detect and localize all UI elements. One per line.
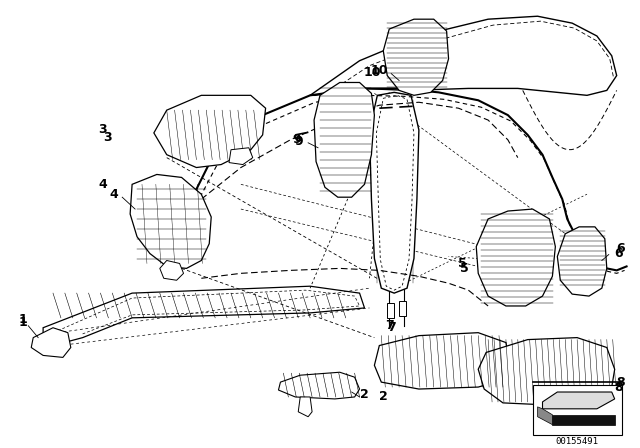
Text: 3: 3 (103, 131, 112, 144)
Polygon shape (160, 260, 184, 280)
Text: 6: 6 (617, 242, 625, 255)
Polygon shape (369, 92, 419, 293)
Text: 10: 10 (364, 66, 381, 79)
Polygon shape (310, 16, 617, 95)
Polygon shape (538, 407, 552, 425)
Text: 8: 8 (614, 380, 623, 393)
Polygon shape (476, 209, 556, 306)
Polygon shape (298, 397, 312, 417)
Text: 7: 7 (387, 321, 396, 334)
Polygon shape (314, 82, 374, 197)
Text: 9: 9 (292, 134, 301, 146)
Text: 1: 1 (19, 316, 28, 329)
Polygon shape (31, 328, 71, 358)
Polygon shape (543, 392, 614, 409)
Polygon shape (154, 95, 266, 168)
Polygon shape (278, 372, 360, 399)
Text: 5: 5 (460, 262, 468, 275)
Polygon shape (383, 19, 449, 95)
Text: 2: 2 (360, 388, 369, 401)
Text: 2: 2 (380, 391, 388, 404)
Polygon shape (557, 227, 607, 296)
Bar (532, 385, 621, 435)
Text: 6: 6 (614, 247, 623, 260)
Polygon shape (130, 174, 211, 268)
Polygon shape (478, 338, 614, 405)
Text: 3: 3 (98, 124, 107, 137)
Text: 9: 9 (294, 135, 303, 148)
Text: 4: 4 (98, 178, 107, 191)
Polygon shape (374, 333, 510, 389)
Text: 4: 4 (110, 188, 118, 201)
Polygon shape (229, 148, 253, 164)
Polygon shape (387, 303, 394, 318)
Polygon shape (43, 286, 365, 345)
Text: 8: 8 (617, 375, 625, 388)
Text: 7: 7 (385, 319, 394, 332)
Text: 5: 5 (458, 257, 467, 270)
Text: 1: 1 (19, 313, 28, 326)
Polygon shape (399, 301, 406, 316)
Text: 00155491: 00155491 (556, 437, 598, 446)
Text: 10: 10 (371, 64, 388, 77)
Polygon shape (552, 415, 614, 425)
